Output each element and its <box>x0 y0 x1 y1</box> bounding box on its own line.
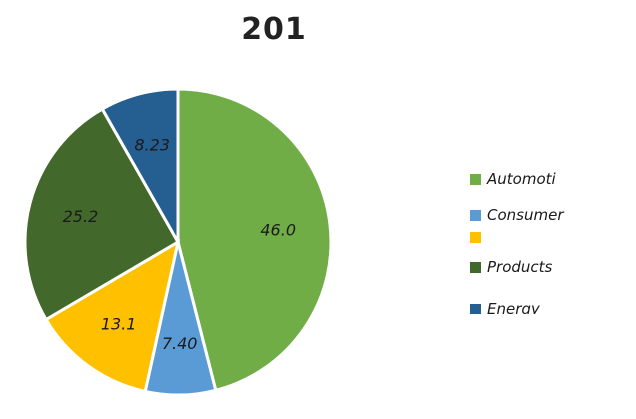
pie-slice-0 <box>176 87 333 393</box>
legend-label-4: Energy <box>487 300 540 314</box>
pie-data-label-2: 13.1 <box>101 315 137 334</box>
pie-chart: 46.0 7.40 13.1 25.2 8.23 <box>23 87 333 397</box>
legend-label-1: Consumer <box>487 206 564 224</box>
legend-label-0: Automoti <box>487 170 556 188</box>
pie-data-label-1: 7.40 <box>162 334 198 353</box>
legend-item-0: Automoti <box>470 170 556 188</box>
legend-swatch-0 <box>470 173 481 185</box>
pie-slice-2 <box>44 238 181 394</box>
pie-slice-3 <box>23 106 181 322</box>
pie-slices <box>23 87 333 397</box>
pie-data-label-3: 25.2 <box>63 207 99 226</box>
legend-item-2 <box>470 232 487 243</box>
pie-data-label-4: 8.23 <box>134 135 170 154</box>
legend-swatch-1 <box>470 209 481 221</box>
legend-swatch-3 <box>470 261 481 273</box>
legend-item-3: Products <box>470 258 552 276</box>
pie-slice-4 <box>100 87 180 248</box>
legend-item-4: Energy <box>470 300 540 314</box>
chart-title: 201 <box>241 12 307 47</box>
pie-data-labels: 46.0 7.40 13.1 25.2 8.23 <box>63 135 296 353</box>
pie-data-label-0: 46.0 <box>260 220 296 239</box>
chart-legend: Automoti Consumer Products Energy <box>470 168 600 314</box>
legend-label-3: Products <box>487 258 553 276</box>
legend-swatch-2 <box>470 232 481 243</box>
legend-item-1: Consumer <box>470 206 564 224</box>
legend-swatch-4 <box>470 303 481 314</box>
